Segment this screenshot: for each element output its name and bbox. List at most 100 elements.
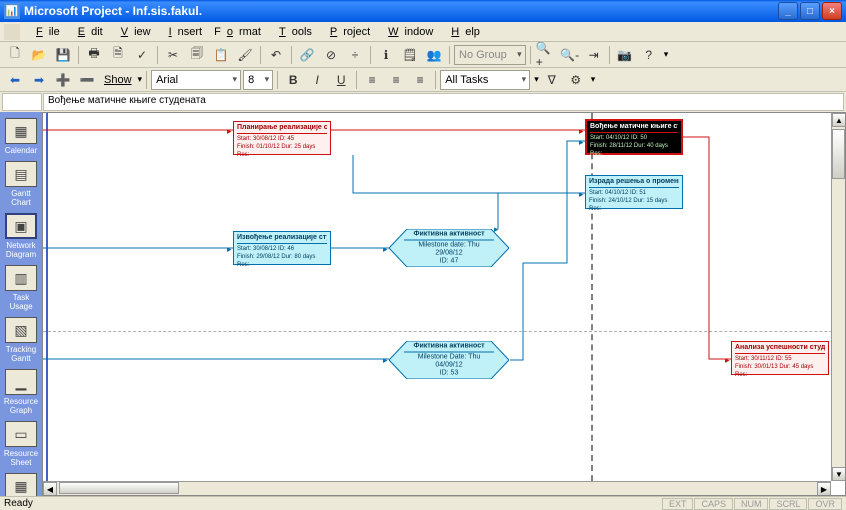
viewbar-item-resource-usage[interactable]: ▦Resource Usage <box>2 471 40 496</box>
task-node[interactable]: Анализа успешности студираStart: 30/11/1… <box>731 341 829 375</box>
misc-button[interactable]: ⚙ <box>565 69 587 91</box>
alignright-button[interactable]: ≡ <box>409 69 431 91</box>
view-label: Network Diagram <box>2 241 40 259</box>
viewbar-item-tracking-gantt[interactable]: ▧ Tracking Gantt <box>2 315 40 365</box>
scroll-up-button[interactable]: ▲ <box>832 113 846 127</box>
window-buttons: _ □ × <box>778 2 842 20</box>
viewbar-item-calendar[interactable]: ▦Calendar <box>2 116 40 157</box>
network-canvas[interactable]: ▸▸▸▸▸▸▸▸▸Планирање реализације стуStart:… <box>42 112 846 496</box>
minimize-button[interactable]: _ <box>778 2 798 20</box>
maximize-button[interactable]: □ <box>800 2 820 20</box>
menu-help[interactable]: Help <box>439 24 486 40</box>
print-button[interactable]: 🖶 <box>83 44 105 66</box>
info-button[interactable]: ℹ <box>375 44 397 66</box>
help-button[interactable]: ? <box>638 44 660 66</box>
font-combo[interactable]: Arial <box>151 70 241 90</box>
split-button[interactable]: ÷ <box>344 44 366 66</box>
new-button[interactable]: 🗋 <box>4 44 26 66</box>
showsubs-button[interactable]: ➕ <box>52 69 74 91</box>
view-icon: ▦ <box>5 473 37 496</box>
milestone-node[interactable]: Фиктивна активностMilestone Date: Thu 04… <box>389 341 509 379</box>
zoomout-button[interactable]: 🔍- <box>559 44 581 66</box>
task-node[interactable]: Вођење матичне књиге студStart: 04/10/12… <box>585 119 683 155</box>
copy-button[interactable]: 🗐 <box>186 44 208 66</box>
autofilter-button[interactable]: ∇ <box>541 69 563 91</box>
status-ext: EXT <box>662 498 694 510</box>
spell-button[interactable]: ✓ <box>131 44 153 66</box>
view-label: Task Usage <box>2 293 40 311</box>
note-button[interactable]: 🗒 <box>399 44 421 66</box>
scroll-down-button[interactable]: ▼ <box>832 467 846 481</box>
undo-button[interactable]: ↶ <box>265 44 287 66</box>
milestone-node[interactable]: Фиктивна активностMilestone date: Thu 29… <box>389 229 509 267</box>
scroll-left-button[interactable]: ◀ <box>43 482 57 496</box>
format-painter-button[interactable]: 🖌 <box>234 44 256 66</box>
goto-button[interactable]: ⇥ <box>583 44 605 66</box>
alignleft-button[interactable]: ≡ <box>361 69 383 91</box>
save-button[interactable]: 💾 <box>52 44 74 66</box>
status-bar: Ready EXT CAPS NUM SCRL OVR <box>0 496 846 510</box>
copy-pic-button[interactable]: 📷 <box>614 44 636 66</box>
viewbar-item-resource-graph[interactable]: ▁ Resource Graph <box>2 367 40 417</box>
assign-button[interactable]: 👥 <box>423 44 445 66</box>
status-caps: CAPS <box>694 498 733 510</box>
status-ovr: OVR <box>808 498 842 510</box>
status-ready: Ready <box>4 498 33 509</box>
viewbar-item-network-diagram[interactable]: ▣ Network Diagram <box>2 211 40 261</box>
entry-bar: Вођење матичне књиге студената <box>0 92 846 112</box>
menu-tools[interactable]: Tools <box>267 24 318 40</box>
vertical-scrollbar[interactable]: ▲ ▼ <box>831 113 845 481</box>
menu-insert[interactable]: Insert <box>157 24 209 40</box>
unlink-button[interactable]: ⊘ <box>320 44 342 66</box>
task-node[interactable]: Израда решења о промени сStart: 04/10/12… <box>585 175 683 209</box>
doc-icon <box>4 24 20 40</box>
outdent-button[interactable]: ⬅ <box>4 69 26 91</box>
cut-button[interactable]: ✂ <box>162 44 184 66</box>
zoomin-button[interactable]: 🔍+ <box>535 44 557 66</box>
scroll-right-button[interactable]: ▶ <box>817 482 831 496</box>
aligncenter-button[interactable]: ≡ <box>385 69 407 91</box>
view-icon: ▣ <box>5 213 37 239</box>
menu-file[interactable]: File <box>24 24 66 40</box>
group-combo[interactable]: No Group <box>454 45 526 65</box>
menu-view[interactable]: View <box>109 24 157 40</box>
view-icon: ▭ <box>5 421 37 447</box>
filter-combo[interactable]: All Tasks <box>440 70 530 90</box>
horizontal-scrollbar[interactable]: ◀ ▶ <box>43 481 831 495</box>
title-bar: 📊 Microsoft Project - Inf.sis.fakul. _ □… <box>0 0 846 22</box>
view-label: Resource Graph <box>2 397 40 415</box>
viewbar-item-gantt-chart[interactable]: ▤Gantt Chart <box>2 159 40 209</box>
status-num: NUM <box>734 498 769 510</box>
hidesubs-button[interactable]: ➖ <box>76 69 98 91</box>
menu-project[interactable]: Project <box>318 24 376 40</box>
view-label: Calendar <box>5 146 37 155</box>
view-label: Tracking Gantt <box>2 345 40 363</box>
bold-button[interactable]: B <box>282 69 304 91</box>
italic-button[interactable]: I <box>306 69 328 91</box>
menu-edit[interactable]: Edit <box>66 24 109 40</box>
main-area: ▦Calendar▤Gantt Chart▣Network Diagram▥Ta… <box>0 112 846 496</box>
open-button[interactable]: 📂 <box>28 44 50 66</box>
app-icon: 📊 <box>4 3 20 19</box>
close-button[interactable]: × <box>822 2 842 20</box>
link-button[interactable]: 🔗 <box>296 44 318 66</box>
fontsize-combo[interactable]: 8 <box>243 70 273 90</box>
view-label: Resource Sheet <box>2 449 40 467</box>
task-node[interactable]: Извођење реализације студStart: 30/08/12… <box>233 231 331 265</box>
formatting-toolbar: ⬅ ➡ ➕ ➖ Show▾ Arial 8 B I U ≡ ≡ ≡ All Ta… <box>0 68 846 92</box>
viewbar-item-resource-sheet[interactable]: ▭ Resource Sheet <box>2 419 40 469</box>
menu-window[interactable]: Window <box>376 24 439 40</box>
entry-field[interactable]: Вођење матичне књиге студената <box>43 93 844 111</box>
view-icon: ▁ <box>5 369 37 395</box>
standard-toolbar: 🗋 📂 💾 🖶 🗎 ✓ ✂ 🗐 📋 🖌 ↶ 🔗 ⊘ ÷ ℹ 🗒 👥 No Gro… <box>0 42 846 68</box>
underline-button[interactable]: U <box>330 69 352 91</box>
preview-button[interactable]: 🗎 <box>107 44 129 66</box>
viewbar-item-task-usage[interactable]: ▥Task Usage <box>2 263 40 313</box>
paste-button[interactable]: 📋 <box>210 44 232 66</box>
menu-format[interactable]: Format <box>208 24 267 40</box>
entry-cell-spacer <box>2 93 42 111</box>
task-node[interactable]: Планирање реализације стуStart: 30/08/12… <box>233 121 331 155</box>
show-dropdown[interactable]: Show <box>100 74 136 86</box>
indent-button[interactable]: ➡ <box>28 69 50 91</box>
view-icon: ▧ <box>5 317 37 343</box>
